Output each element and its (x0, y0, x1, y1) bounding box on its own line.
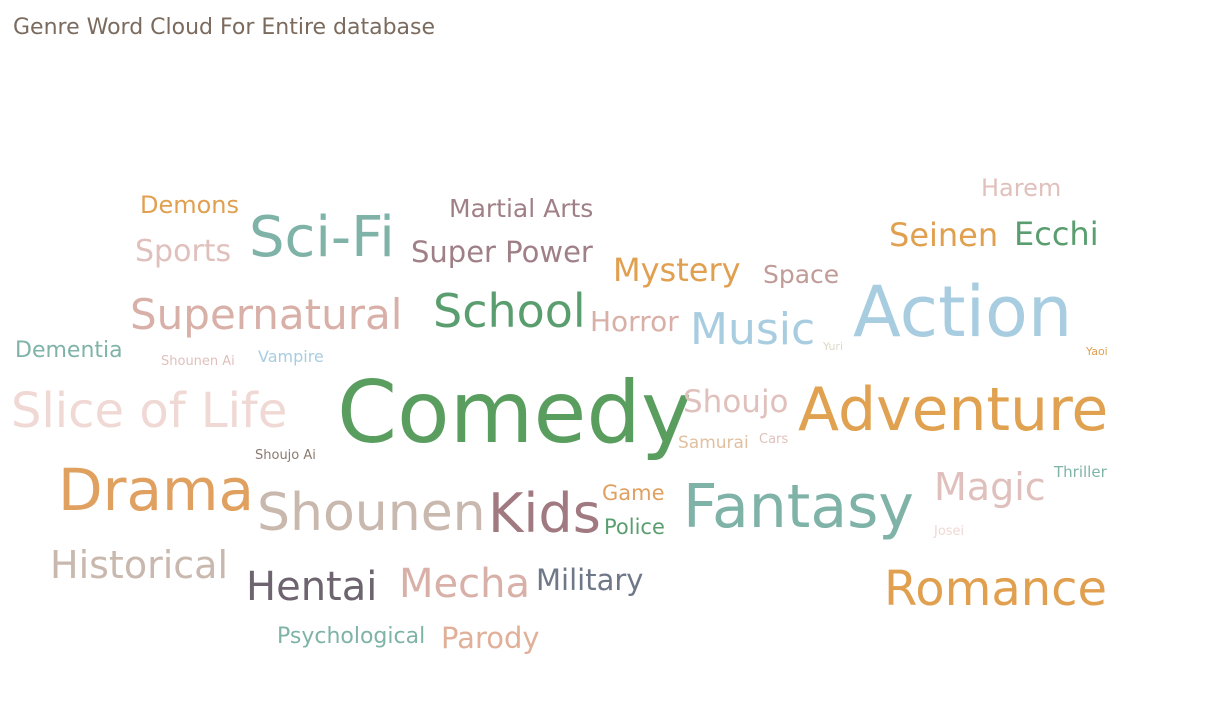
word-mecha: Mecha (399, 561, 530, 607)
word-kids: Kids (488, 482, 601, 545)
word-military: Military (536, 563, 643, 597)
word-hentai: Hentai (246, 564, 377, 610)
word-slice-of-life: Slice of Life (11, 383, 287, 439)
word-seinen: Seinen (889, 216, 998, 254)
word-police: Police (604, 515, 665, 539)
word-romance: Romance (884, 561, 1107, 617)
word-yaoi: Yaoi (1085, 345, 1108, 358)
word-shounen-ai: Shounen Ai (161, 354, 235, 369)
word-vampire: Vampire (258, 347, 324, 366)
word-comedy: Comedy (337, 363, 692, 463)
word-parody: Parody (441, 621, 540, 655)
word-psychological: Psychological (277, 624, 425, 649)
word-historical: Historical (50, 543, 228, 587)
word-shoujo: Shoujo (683, 384, 789, 420)
word-shounen: Shounen (257, 483, 486, 543)
word-mystery: Mystery (613, 251, 741, 289)
word-adventure: Adventure (798, 375, 1108, 445)
word-cars: Cars (759, 432, 788, 447)
word-shoujo-ai: Shoujo Ai (255, 448, 316, 463)
word-sci-fi: Sci-Fi (249, 205, 395, 270)
word-action: Action (853, 271, 1072, 353)
word-game: Game (602, 481, 665, 505)
word-thriller: Thriller (1053, 463, 1108, 481)
word-martial-arts: Martial Arts (449, 194, 593, 223)
page-title: Genre Word Cloud For Entire database (13, 15, 436, 40)
word-ecchi: Ecchi (1014, 215, 1099, 253)
word-music: Music (690, 304, 815, 355)
word-demons: Demons (140, 191, 239, 219)
word-supernatural: Supernatural (130, 290, 402, 339)
word-magic: Magic (934, 465, 1046, 509)
word-space: Space (763, 260, 839, 289)
word-super-power: Super Power (411, 235, 593, 269)
word-sports: Sports (135, 234, 231, 269)
word-samurai: Samurai (678, 433, 749, 453)
word-drama: Drama (58, 456, 254, 524)
word-dementia: Dementia (15, 338, 123, 363)
word-school: School (433, 284, 586, 338)
word-harem: Harem (981, 174, 1061, 202)
word-horror: Horror (590, 305, 679, 338)
word-josei: Josei (933, 524, 964, 539)
word-yuri: Yuri (822, 340, 843, 353)
word-fantasy: Fantasy (683, 472, 914, 542)
